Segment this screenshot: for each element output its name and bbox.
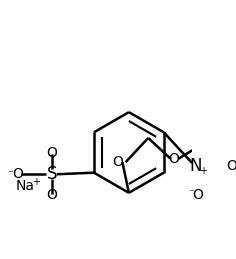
Text: O: O: [13, 167, 24, 181]
Text: O: O: [46, 188, 57, 202]
Text: N: N: [190, 157, 202, 175]
Text: S: S: [47, 165, 57, 183]
Text: +: +: [199, 166, 207, 176]
Text: ⁻: ⁻: [188, 189, 194, 199]
Text: ⁻: ⁻: [7, 169, 13, 179]
Text: O: O: [46, 146, 57, 160]
Text: O: O: [112, 155, 123, 169]
Text: O: O: [169, 152, 180, 166]
Text: O: O: [192, 188, 203, 202]
Text: O: O: [226, 159, 236, 173]
Text: +: +: [32, 177, 40, 187]
Text: Na: Na: [16, 179, 35, 193]
